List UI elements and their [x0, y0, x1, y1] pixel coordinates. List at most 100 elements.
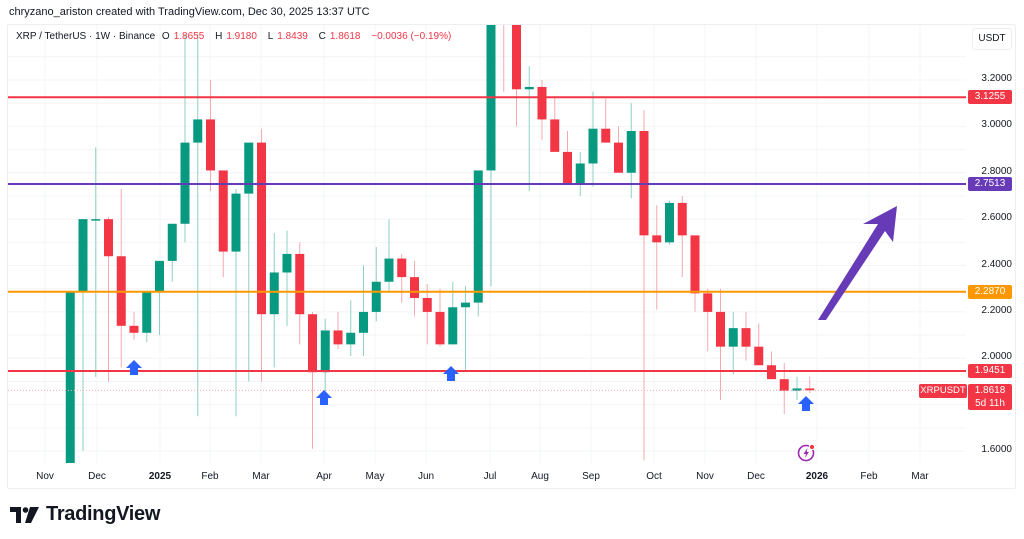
up-arrow-annotation[interactable]	[316, 390, 332, 405]
symbol-name[interactable]: XRP / TetherUS · 1W · Binance	[16, 31, 156, 42]
time-tick: Mar	[252, 471, 270, 482]
last-price-value: 1.8618	[974, 385, 1006, 396]
chart-credit: chryzano_ariston created with TradingVie…	[9, 6, 370, 18]
up-arrow-annotation[interactable]	[126, 360, 142, 375]
candle	[269, 272, 279, 315]
level-label-1.9451: 1.9451	[968, 364, 1012, 378]
candle	[78, 219, 88, 292]
candle	[218, 170, 228, 252]
time-tick: Dec	[747, 471, 765, 482]
candle	[767, 365, 776, 380]
candle	[384, 258, 394, 282]
candle	[652, 235, 662, 243]
candle	[499, 0, 508, 24]
time-tick: Aug	[531, 471, 549, 482]
candle	[91, 219, 101, 221]
candle	[129, 325, 139, 333]
candle	[741, 328, 751, 347]
time-tick: Feb	[860, 471, 878, 482]
ohlc-close: C 1.8618	[318, 31, 361, 42]
price-tick: 2.0000	[981, 351, 1012, 363]
candle	[65, 291, 75, 463]
candle	[728, 328, 738, 347]
last-price-label: 1.8618 5d 11h	[968, 384, 1012, 410]
candle	[626, 131, 636, 173]
candle	[295, 253, 305, 315]
time-tick: Nov	[36, 471, 54, 482]
candle	[754, 346, 764, 366]
price-tick: 2.2000	[981, 304, 1012, 316]
candle	[397, 258, 407, 278]
candle	[677, 202, 687, 236]
candle	[206, 119, 215, 171]
time-tick: Dec	[88, 471, 106, 482]
time-tick: May	[365, 471, 385, 482]
price-tick: 2.8000	[981, 165, 1012, 177]
ohlc-high: H 1.9180	[215, 31, 257, 42]
time-tick: Mar	[911, 471, 929, 482]
candle	[512, 25, 521, 90]
ticker-tag: XRPUSDT	[919, 384, 967, 398]
price-tick: 3.2000	[981, 73, 1012, 84]
candle	[805, 388, 815, 391]
candle	[601, 128, 611, 143]
price-tick: 3.0000	[981, 119, 1012, 131]
candle	[614, 142, 623, 173]
time-tick: 2026	[805, 471, 829, 482]
candle	[575, 163, 585, 185]
candle	[282, 253, 292, 273]
time-tick: Apr	[316, 471, 332, 482]
time-tick: Nov	[696, 471, 714, 482]
candle	[537, 86, 547, 120]
candle	[308, 314, 317, 373]
up-arrow-annotation[interactable]	[443, 366, 459, 381]
candle	[690, 235, 700, 294]
time-tick: Jun	[417, 471, 435, 482]
candle	[346, 332, 356, 345]
ohlc-open: O 1.8655	[161, 31, 205, 42]
candle	[588, 128, 598, 164]
candle	[231, 193, 241, 252]
candle	[473, 170, 483, 303]
candle	[435, 311, 445, 345]
ohlc-low: L 1.8439	[267, 31, 308, 42]
tradingview-logo[interactable]: TradingView	[10, 503, 160, 526]
up-arrow-annotation[interactable]	[798, 396, 814, 411]
level-label-3.1255: 3.1255	[968, 90, 1012, 105]
candle	[703, 293, 713, 312]
lightning-event-icon[interactable]	[797, 443, 817, 468]
candle	[320, 330, 330, 373]
candle	[524, 86, 534, 90]
candle	[371, 281, 381, 312]
price-tick: 2.6000	[981, 212, 1012, 224]
chart-frame	[7, 24, 1016, 489]
time-tick: Jul	[483, 471, 497, 482]
time-tick: Oct	[646, 471, 662, 482]
level-label-2.7513: 2.7513	[968, 177, 1012, 192]
level-label-2.2870: 2.2870	[968, 284, 1012, 299]
candle	[257, 142, 266, 315]
candle	[104, 219, 113, 257]
price-tick: 1.6000	[981, 444, 1012, 456]
candle	[410, 277, 419, 298]
time-tick: Feb	[201, 471, 219, 482]
candle	[779, 379, 789, 391]
candle	[167, 223, 177, 261]
candle	[486, 25, 496, 171]
candle	[359, 311, 368, 333]
candle	[665, 202, 674, 243]
trend-arrow-up[interactable]	[818, 206, 897, 320]
candle	[193, 119, 203, 143]
brand-name: TradingView	[46, 503, 161, 525]
candle	[550, 119, 560, 152]
bar-countdown: 5d 11h	[975, 398, 1005, 409]
currency-button[interactable]: USDT	[972, 28, 1012, 50]
tradingview-logo-icon	[10, 506, 39, 523]
price-tick: 2.4000	[981, 258, 1012, 270]
candle	[155, 260, 164, 292]
time-tick: 2025	[148, 471, 172, 482]
candle	[716, 311, 725, 347]
candle	[461, 302, 470, 308]
